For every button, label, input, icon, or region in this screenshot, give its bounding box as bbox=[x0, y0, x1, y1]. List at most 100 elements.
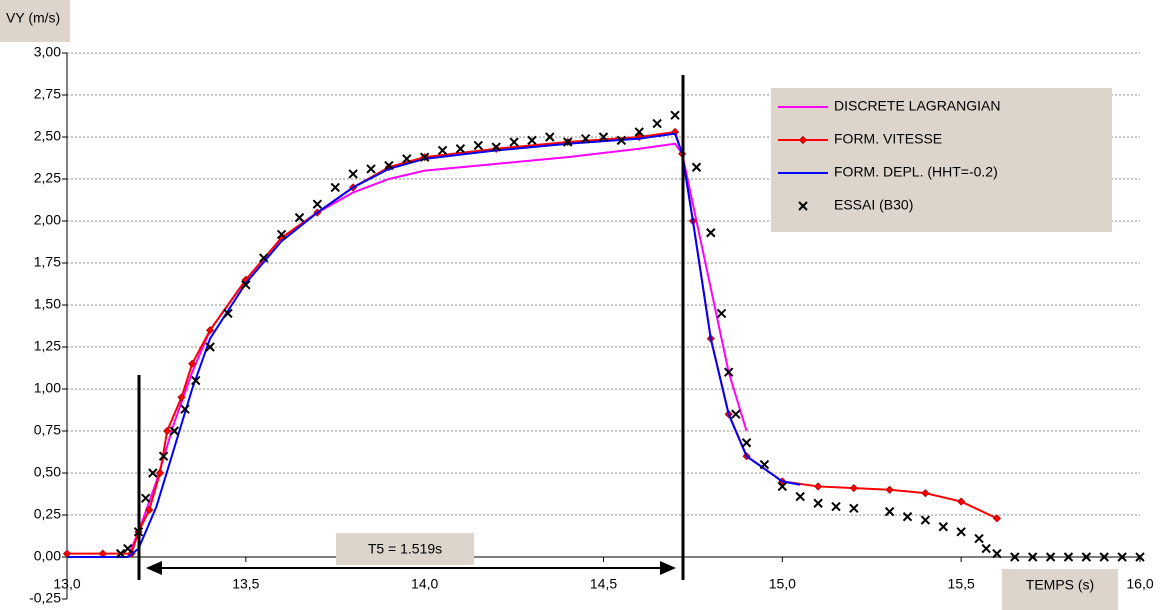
arrow-head bbox=[146, 561, 162, 575]
legend-marker bbox=[798, 135, 808, 145]
legend-label: FORM. DEPL. (HHT=-0.2) bbox=[834, 164, 998, 180]
data-point bbox=[920, 515, 931, 525]
data-point bbox=[759, 459, 770, 470]
series-line bbox=[67, 132, 801, 558]
y-tick-label: 0,75 bbox=[34, 422, 61, 438]
data-point bbox=[473, 140, 484, 151]
y-tick-label: 0,00 bbox=[34, 548, 61, 564]
data-point bbox=[831, 501, 841, 512]
data-point bbox=[1117, 552, 1127, 562]
data-point bbox=[180, 404, 190, 414]
data-point bbox=[145, 505, 154, 515]
data-point bbox=[957, 497, 966, 506]
data-point bbox=[330, 182, 340, 193]
x-tick-label: 16,0 bbox=[1126, 576, 1153, 592]
x-tick-label: 13,5 bbox=[232, 576, 259, 592]
data-point bbox=[140, 493, 151, 503]
data-point bbox=[992, 514, 1001, 523]
data-point bbox=[885, 485, 894, 494]
data-point bbox=[206, 326, 215, 335]
data-point bbox=[276, 229, 287, 240]
data-point bbox=[884, 506, 895, 517]
data-point bbox=[163, 426, 172, 436]
data-point bbox=[921, 489, 930, 498]
plot: -0,25 0,00 0,25 0,50 0,75 1,00 1,25 1,50 1,75 2,0… bbox=[29, 44, 1154, 606]
series-line bbox=[67, 130, 998, 555]
data-point bbox=[1010, 552, 1020, 562]
x-label-box bbox=[1002, 569, 1118, 610]
data-point bbox=[259, 253, 269, 263]
data-point bbox=[580, 133, 591, 144]
legend: DISCRETE LAGRANGIAN FORM. VITESSE FORM. DE… bbox=[778, 98, 1000, 213]
data-point bbox=[992, 548, 1002, 559]
y-tick-label: 2,75 bbox=[34, 86, 61, 102]
legend-marker bbox=[798, 201, 808, 211]
data-point bbox=[115, 548, 126, 559]
y-tick-label: -0,25 bbox=[29, 590, 61, 606]
data-point bbox=[563, 137, 573, 147]
data-point bbox=[1063, 552, 1074, 562]
data-point bbox=[241, 280, 251, 290]
data-point bbox=[691, 162, 702, 172]
data-point bbox=[312, 199, 323, 209]
y-tick-label: 0,25 bbox=[34, 506, 61, 522]
data-point bbox=[545, 132, 555, 142]
y-tick-label: 1,00 bbox=[34, 380, 61, 396]
data-point bbox=[616, 135, 627, 146]
legend-label: DISCRETE LAGRANGIAN bbox=[834, 98, 1000, 114]
series-line bbox=[67, 142, 748, 558]
data-point bbox=[419, 152, 430, 162]
data-point bbox=[123, 543, 133, 554]
y-tick-label: 3,00 bbox=[34, 44, 61, 60]
y-tick-label: 1,75 bbox=[34, 254, 61, 270]
data-point bbox=[188, 359, 197, 368]
y-tick-label: 1,25 bbox=[34, 338, 61, 354]
annotation: T5 = 1.519s bbox=[368, 541, 442, 557]
legend-label: FORM. VITESSE bbox=[834, 131, 942, 147]
data-point bbox=[191, 375, 201, 386]
data-point bbox=[455, 144, 466, 154]
data-point bbox=[148, 468, 158, 478]
legend-box bbox=[771, 88, 1112, 232]
data-point bbox=[177, 393, 186, 402]
annotation-box bbox=[336, 533, 474, 565]
x-tick-label: 13,0 bbox=[53, 576, 80, 592]
data-point bbox=[294, 212, 305, 223]
data-point bbox=[974, 533, 984, 544]
x-axis-label: TEMPS (s) bbox=[1026, 577, 1094, 593]
data-point bbox=[813, 498, 823, 508]
data-point bbox=[169, 426, 180, 436]
data-point bbox=[670, 110, 680, 120]
data-point bbox=[981, 543, 991, 554]
y-tick-label: 0,50 bbox=[34, 464, 61, 480]
data-point bbox=[795, 491, 805, 502]
y-tick-label: 2,00 bbox=[34, 212, 61, 228]
y-tick-label: 1,50 bbox=[34, 296, 61, 312]
arrow-head bbox=[660, 561, 676, 575]
data-point bbox=[155, 468, 165, 478]
x-tick-label: 15,0 bbox=[769, 576, 796, 592]
data-point bbox=[1027, 552, 1038, 562]
y-tick-label: 2,25 bbox=[34, 170, 61, 186]
data-point bbox=[956, 527, 966, 537]
data-point bbox=[1135, 552, 1145, 562]
data-point bbox=[723, 367, 734, 377]
x-tick-label: 14,0 bbox=[411, 576, 438, 592]
data-point bbox=[402, 154, 412, 164]
x-tick-label: 15,5 bbox=[948, 576, 975, 592]
data-point bbox=[158, 451, 169, 461]
data-point bbox=[849, 484, 858, 493]
data-point bbox=[731, 409, 741, 419]
legend-label: ESSAI (B30) bbox=[834, 197, 913, 213]
y-tick-label: 2,50 bbox=[34, 128, 61, 144]
data-point bbox=[491, 142, 501, 152]
data-point bbox=[1099, 552, 1109, 562]
data-point bbox=[384, 160, 394, 171]
data-point bbox=[634, 127, 644, 137]
data-point bbox=[716, 308, 727, 319]
data-point bbox=[849, 503, 859, 513]
data-point bbox=[741, 438, 752, 448]
y-label-box bbox=[0, 0, 70, 42]
data-point bbox=[509, 137, 519, 147]
data-point bbox=[902, 511, 913, 522]
